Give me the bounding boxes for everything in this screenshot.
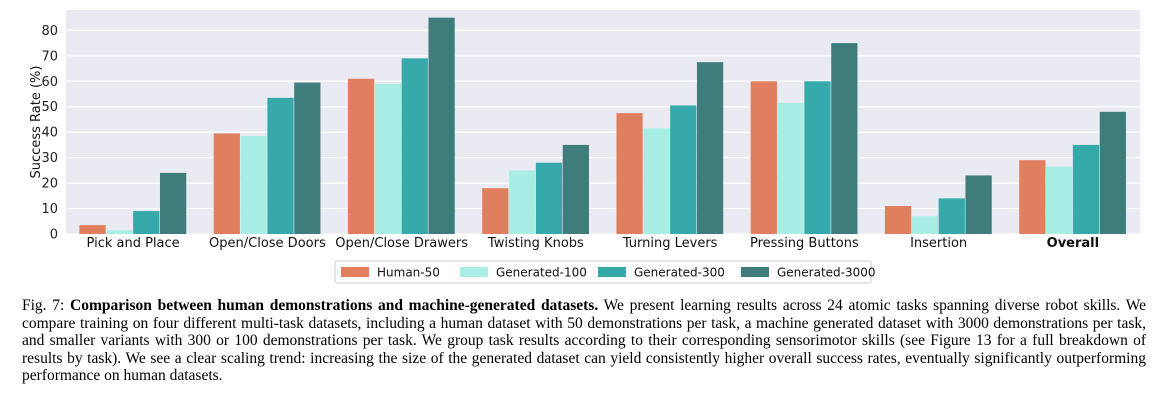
bar-human-50 [750,81,777,234]
bar-human-50 [616,113,643,234]
bar-generated-3000 [428,17,455,234]
bar-human-50 [1019,160,1046,234]
y-tick-label: 60 [41,75,58,90]
bars [79,17,1126,235]
bar-generated-100 [643,128,670,234]
bar-human-50 [79,225,106,234]
y-tick-label: 70 [41,49,58,64]
x-tick-label: Pressing Buttons [750,236,859,251]
x-tick-label: Pick and Place [87,236,180,251]
bar-human-50 [482,188,509,234]
bar-chart: 0 10 20 30 40 50 60 70 80 Pick and Place Open/Clo… [29,10,1140,284]
caption-body: We present learning results across 24 at… [22,297,1146,385]
bar-generated-100 [911,216,939,234]
bar-generated-300 [938,198,965,234]
bar-generated-100 [1046,166,1073,234]
bar-generated-300 [267,97,294,235]
x-axis-labels: Pick and Place Open/Close Doors Open/Close… [87,236,1100,251]
caption-label: Fig. 7: [22,297,65,314]
bar-generated-3000 [696,62,724,234]
bar-generated-100 [509,170,536,234]
bar-generated-100 [374,83,402,235]
legend-label: Generated-100 [496,266,587,280]
legend-label: Generated-3000 [777,266,876,280]
bar-generated-3000 [159,172,187,234]
x-tick-label: Open/Close Doors [209,236,326,251]
figure-caption: Fig. 7: Comparison between human demonst… [22,297,1146,385]
x-tick-label: Twisting Knobs [487,236,584,251]
legend-swatch [741,267,769,277]
legend-label: Human-50 [377,266,440,280]
bar-human-50 [347,78,375,235]
legend-swatch [598,267,626,277]
y-tick-label: 40 [41,126,58,141]
caption-title: Comparison between human demonstrations … [70,297,599,314]
bar-generated-300 [401,58,428,235]
legend-label: Generated-300 [634,266,725,280]
bar-generated-3000 [562,144,589,234]
bar-human-50 [213,133,240,234]
y-tick-label: 20 [41,177,58,192]
x-tick-label: Insertion [910,236,967,251]
bar-generated-300 [804,81,831,234]
y-axis-title: Success Rate (%) [29,66,44,179]
x-tick-label: Open/Close Drawers [335,236,468,251]
bar-generated-3000 [965,175,992,234]
y-tick-label: 50 [41,100,58,115]
bar-generated-3000 [1099,111,1126,234]
bar-generated-100 [240,136,267,234]
legend-swatch [460,267,488,277]
bar-generated-100 [106,230,133,234]
x-tick-label: Turning Levers [622,236,718,251]
bar-generated-300 [535,162,563,234]
bar-generated-300 [133,211,160,234]
legend: Human-50 Generated-100 Generated-300 Genera… [334,260,876,284]
y-tick-label: 10 [41,202,58,217]
bar-human-50 [884,206,912,234]
bar-generated-100 [777,102,804,234]
y-tick-label: 30 [41,151,58,166]
bar-generated-300 [1072,144,1100,234]
legend-swatch [341,267,369,277]
x-tick-label: Overall [1047,236,1099,251]
bar-generated-3000 [831,43,858,234]
y-axis-ticks: 0 10 20 30 40 50 60 70 80 [41,24,58,243]
bar-generated-3000 [294,82,321,234]
bar-generated-300 [670,105,697,234]
y-tick-label: 0 [50,228,58,243]
y-tick-label: 80 [41,24,58,39]
